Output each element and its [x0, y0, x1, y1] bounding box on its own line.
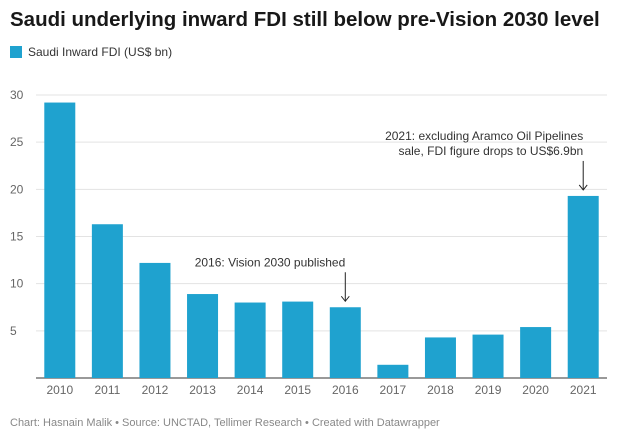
annotation-arrow-head: [578, 184, 588, 191]
bar-2017: [377, 364, 409, 378]
x-tick-label: 2010: [46, 383, 73, 397]
y-tick-label: 30: [10, 88, 24, 102]
x-tick-label: 2014: [237, 383, 264, 397]
x-tick-label: 2017: [380, 383, 407, 397]
x-tick-label: 2016: [332, 383, 359, 397]
x-tick-label: 2018: [427, 383, 454, 397]
legend: Saudi Inward FDI (US$ bn): [10, 45, 172, 59]
bar-2011: [91, 224, 123, 378]
x-tick-label: 2015: [284, 383, 311, 397]
x-tick-label: 2020: [522, 383, 549, 397]
bar-2014: [234, 302, 266, 378]
legend-swatch: [10, 46, 22, 58]
y-tick-label: 10: [10, 277, 24, 291]
y-tick-label: 15: [10, 230, 24, 244]
annotation-text: 2021: excluding Aramco Oil Pipelines: [385, 129, 583, 143]
bar-2012: [139, 262, 171, 378]
x-tick-label: 2019: [475, 383, 502, 397]
bar-2020: [520, 327, 552, 378]
x-tick-label: 2011: [94, 383, 120, 397]
bar-2018: [424, 337, 456, 378]
x-tick-label: 2012: [142, 383, 169, 397]
bar-2010: [44, 102, 76, 379]
bar-2015: [282, 301, 314, 378]
chart-title: Saudi underlying inward FDI still below …: [10, 8, 600, 31]
x-tick-label: 2013: [189, 383, 216, 397]
x-tick-label: 2021: [570, 383, 597, 397]
y-tick-label: 25: [10, 135, 24, 149]
bar-2019: [472, 334, 504, 378]
footer-credit: Chart: Hasnain Malik • Source: UNCTAD, T…: [10, 417, 440, 429]
annotation-text: 2016: Vision 2030 published: [195, 255, 346, 269]
legend-label: Saudi Inward FDI (US$ bn): [28, 45, 173, 59]
bar-2021: [567, 195, 599, 378]
annotation-arrow-head: [340, 295, 350, 303]
bar-2016: [329, 307, 361, 378]
annotation-text: sale, FDI figure drops to US$6.9bn: [398, 144, 583, 158]
y-tick-label: 20: [10, 182, 24, 196]
bar-2013: [187, 294, 219, 378]
y-tick-label: 5: [10, 324, 17, 338]
